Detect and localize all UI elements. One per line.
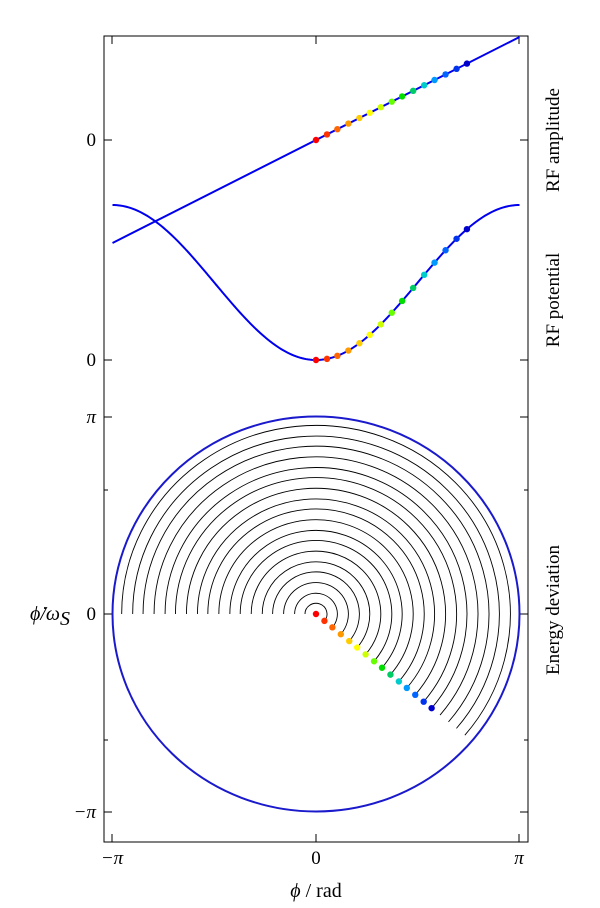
phase-marker-10 — [395, 678, 403, 685]
contour-arc-3 — [272, 571, 360, 642]
amplitude-marker-5 — [366, 109, 373, 116]
contour-arc-8 — [218, 519, 414, 675]
x-tick-minus-pi: −π — [101, 848, 124, 869]
phase-marker-2 — [329, 624, 336, 631]
amplitude-marker-14 — [463, 60, 471, 67]
phase-marker-1 — [321, 617, 328, 625]
amplitude-marker-0 — [312, 136, 320, 144]
contour-arc-13 — [164, 467, 468, 709]
potential-marker-1 — [323, 355, 331, 363]
contour-arc-6 — [239, 540, 393, 662]
y-axis-label-energy: ϕ̇/ωS — [30, 603, 70, 630]
potential-marker-11 — [431, 259, 438, 266]
amplitude-marker-7 — [388, 98, 395, 105]
frame-ticks — [104, 36, 528, 842]
amplitude-marker-3 — [345, 120, 352, 127]
contour-arc-9 — [207, 508, 425, 682]
potential-marker-0 — [312, 356, 320, 364]
phase-marker-14 — [428, 704, 435, 712]
amplitude-marker-11 — [431, 76, 438, 84]
contour-arc-17 — [121, 424, 511, 736]
potential-marker-14 — [463, 225, 471, 233]
phase-marker-5 — [353, 644, 361, 651]
y-tick-energy-minus-pi: −π — [74, 802, 97, 823]
potential-marker-5 — [366, 331, 373, 339]
contour-arc-5 — [250, 550, 382, 655]
contour-arc-4 — [261, 561, 371, 648]
potential-marker-6 — [377, 321, 384, 328]
phase-marker-9 — [387, 671, 394, 678]
amplitude-marker-9 — [409, 87, 417, 95]
contour-arc-7 — [229, 529, 403, 669]
potential-marker-2 — [334, 352, 341, 360]
plot-frame — [103, 35, 529, 843]
potential-marker-7 — [388, 309, 395, 316]
phase-marker-7 — [370, 658, 378, 665]
potential-marker-8 — [398, 297, 406, 305]
y-tick-energy-pi: π — [86, 407, 96, 428]
rf-potential-curve — [112, 204, 520, 362]
contour-arc-1 — [294, 592, 338, 628]
amplitude-marker-6 — [377, 104, 384, 111]
phase-marker-11 — [403, 684, 411, 692]
phase-marker-8 — [378, 664, 386, 671]
contour-arc-10 — [197, 498, 435, 689]
phase-marker-13 — [420, 698, 427, 705]
phase-marker-4 — [346, 637, 353, 645]
y-tick-amplitude-zero: 0 — [87, 130, 97, 151]
phase-marker-6 — [362, 651, 369, 658]
contour-arc-16 — [132, 435, 500, 729]
side-label-energy-deviation: Energy deviation — [543, 545, 564, 675]
x-tick-zero: 0 — [311, 848, 321, 869]
particle-markers — [312, 60, 471, 712]
separatrix-circle — [111, 415, 521, 813]
contour-arc-2 — [283, 582, 349, 635]
amplitude-marker-4 — [356, 114, 363, 122]
contour-arc-15 — [142, 445, 490, 723]
y-tick-energy-zero: 0 — [87, 604, 97, 625]
y-tick-potential-zero: 0 — [87, 350, 97, 371]
x-axis-label: ϕ / rad — [290, 880, 341, 902]
amplitude-marker-12 — [442, 71, 449, 78]
amplitude-marker-10 — [420, 82, 428, 89]
side-label-rf-potential: RF potential — [543, 253, 564, 347]
contour-arc-12 — [174, 477, 458, 702]
amplitude-marker-8 — [398, 93, 406, 100]
amplitude-marker-1 — [323, 131, 331, 138]
contour-arc-0 — [304, 602, 328, 622]
potential-marker-9 — [409, 284, 417, 292]
contour-arc-11 — [186, 487, 446, 696]
contour-arc-14 — [153, 456, 479, 716]
phase-marker-0 — [312, 610, 320, 618]
potential-marker-4 — [356, 340, 363, 347]
potential-marker-12 — [442, 247, 449, 254]
rf-curves — [112, 36, 520, 362]
potential-marker-10 — [420, 271, 428, 279]
potential-marker-13 — [453, 235, 460, 242]
side-label-rf-amplitude: RF amplitude — [543, 88, 564, 192]
amplitude-marker-2 — [334, 125, 341, 133]
phase-space-contours — [121, 424, 511, 736]
amplitude-marker-13 — [453, 65, 460, 73]
phase-marker-3 — [337, 631, 345, 638]
separatrix-group — [111, 415, 521, 813]
potential-marker-3 — [345, 347, 352, 354]
phase-marker-12 — [412, 691, 419, 699]
x-tick-pi: π — [514, 848, 524, 869]
